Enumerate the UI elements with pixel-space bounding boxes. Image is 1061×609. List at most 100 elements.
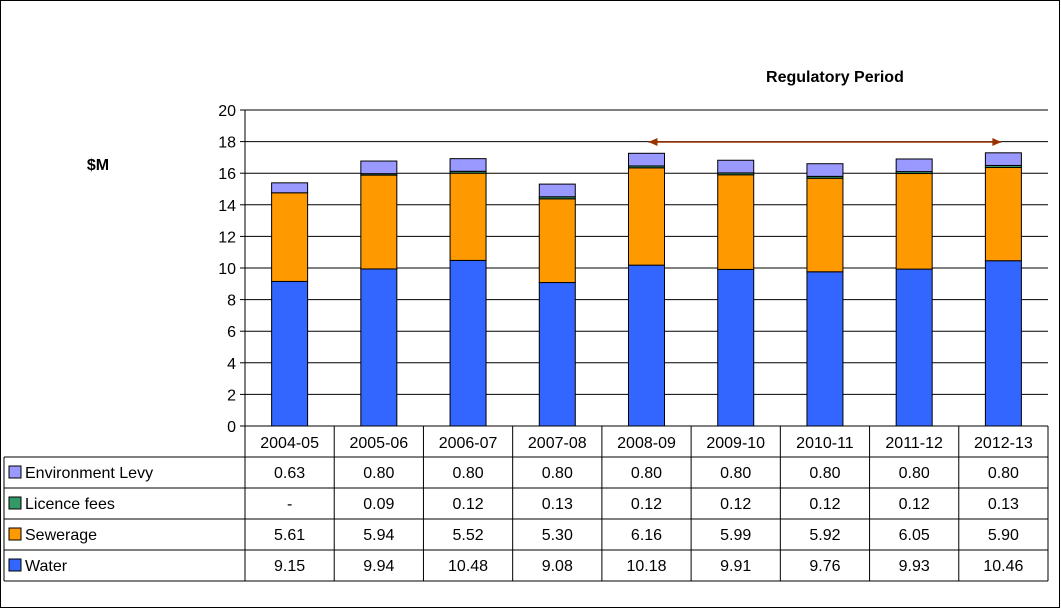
y-tick-label: 16 — [218, 166, 236, 183]
bar-water — [271, 280, 309, 427]
table-cell-value: 5.30 — [542, 527, 573, 544]
y-tick-label: 20 — [218, 103, 236, 120]
table-cell-value: 5.90 — [988, 527, 1019, 544]
legend-key-licence-fees — [8, 496, 22, 510]
y-tick-label: 0 — [227, 419, 236, 436]
table-cell-value: 5.99 — [720, 527, 751, 544]
table-cell-value: 0.80 — [899, 465, 930, 482]
y-tick-label: 10 — [218, 261, 236, 278]
bar-water — [717, 268, 755, 427]
bar-sewerage — [628, 167, 665, 266]
legend-label: Water — [25, 558, 68, 575]
table-cell-value: 0.12 — [631, 496, 662, 513]
legend-key-environment-levy — [8, 465, 22, 479]
table-cell-value: 10.48 — [448, 558, 488, 575]
table-cell-value: 0.80 — [363, 465, 394, 482]
bar-sewerage — [984, 167, 1022, 262]
table-cell-value: 9.93 — [899, 558, 930, 575]
legend-label: Licence fees — [25, 496, 115, 513]
legend-key-water — [8, 558, 22, 572]
period-annotation-label: Regulatory Period — [766, 69, 904, 86]
table-cell-value: 0.80 — [452, 465, 483, 482]
bar-sewerage — [538, 198, 576, 284]
x-tick-label: 2012-13 — [974, 435, 1033, 452]
period-arrowhead-right — [992, 138, 1002, 146]
table-cell-value: 9.76 — [809, 558, 840, 575]
table-cell-value: 0.12 — [899, 496, 930, 513]
bar-sewerage — [360, 174, 398, 270]
period-arrowhead-left — [648, 138, 658, 146]
bar-water — [984, 260, 1022, 427]
bar-sewerage — [271, 192, 309, 282]
bar-environment-levy — [538, 183, 576, 198]
bar-water — [449, 259, 487, 427]
x-tick-label: 2009-10 — [706, 435, 765, 452]
table-cell-value: 6.16 — [631, 527, 662, 544]
bar-water — [628, 264, 665, 427]
x-tick-label: 2005-06 — [349, 435, 408, 452]
bar-sewerage — [717, 174, 755, 270]
bar-environment-levy — [271, 182, 309, 194]
bar-environment-levy — [628, 152, 665, 167]
legend-label: Environment Levy — [25, 465, 153, 482]
bar-water — [895, 268, 933, 427]
table-cell-value: 0.12 — [720, 496, 751, 513]
x-tick-label: 2011-12 — [885, 435, 943, 452]
table-cell-value: 0.13 — [542, 496, 573, 513]
x-tick-label: 2006-07 — [439, 435, 498, 452]
table-cell-value: 0.80 — [809, 465, 840, 482]
bar-sewerage — [895, 173, 933, 270]
table-cell-value: 10.46 — [983, 558, 1023, 575]
table-cell-value: 0.13 — [988, 496, 1019, 513]
y-tick-label: 6 — [227, 324, 236, 341]
x-tick-label: 2010-11 — [796, 435, 854, 452]
bar-environment-levy — [360, 160, 398, 175]
bar-environment-levy — [717, 159, 755, 174]
bar-environment-levy — [895, 158, 933, 173]
table-cell-value: 9.15 — [274, 558, 305, 575]
y-tick-label: 14 — [218, 198, 236, 215]
table-cell-value: 9.94 — [363, 558, 394, 575]
y-tick-label: 12 — [218, 229, 236, 246]
y-tick-label: 8 — [227, 293, 236, 310]
bar-sewerage — [449, 172, 487, 261]
bar-environment-levy — [449, 158, 487, 172]
table-cell-value: 0.09 — [363, 496, 394, 513]
x-tick-label: 2008-09 — [617, 435, 676, 452]
regulatory-period-annotation: Regulatory Period — [648, 69, 1002, 146]
data-table: 2004-05 2005-06 2006-07 2007-08 2008-09 2009-… — [3, 426, 1049, 582]
bar-water — [360, 268, 398, 427]
x-tick-label: 2007-08 — [528, 435, 587, 452]
bar-environment-levy — [806, 163, 844, 177]
table-cell-value: 6.05 — [899, 527, 930, 544]
table-cell-value: 5.52 — [452, 527, 483, 544]
table-cell-value: 0.80 — [542, 465, 573, 482]
bar-water — [538, 282, 576, 427]
bars — [271, 152, 1022, 427]
table-cell-value: 0.12 — [452, 496, 483, 513]
x-tick-label: 2004-05 — [260, 435, 319, 452]
y-tick-label: 4 — [227, 356, 236, 373]
table-cell-value: 9.08 — [542, 558, 573, 575]
table-cell-value: - — [287, 496, 292, 513]
table-cell-value: 0.80 — [631, 465, 662, 482]
table-cell-value: 5.92 — [809, 527, 840, 544]
bar-water — [806, 271, 844, 427]
table-cell-value: 9.91 — [720, 558, 751, 575]
y-tick-label: 18 — [218, 135, 236, 152]
table-cell-value: 0.80 — [720, 465, 751, 482]
table-cell-value: 0.63 — [274, 465, 305, 482]
table-cell-value: 5.61 — [274, 527, 305, 544]
legend-key-sewerage — [8, 527, 22, 541]
axes: 0 2 4 6 8 10 12 14 16 18 20 $M — [87, 103, 1048, 436]
legend-label: Sewerage — [25, 527, 97, 544]
table-cell-value: 0.12 — [809, 496, 840, 513]
bar-sewerage — [806, 177, 844, 273]
table-cell-value: 10.18 — [626, 558, 666, 575]
table-cell-value: 5.94 — [363, 527, 394, 544]
bar-environment-levy — [984, 152, 1022, 166]
y-axis-label: $M — [87, 157, 109, 174]
y-tick-label: 2 — [227, 387, 236, 404]
